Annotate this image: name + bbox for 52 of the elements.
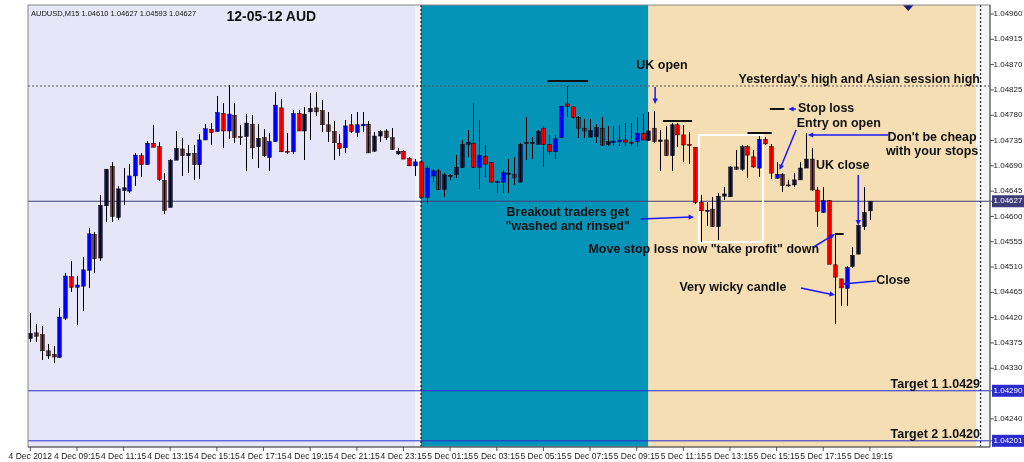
candlestick: [769, 143, 774, 181]
x-tick-label: 5 Dec 11:15: [660, 451, 707, 461]
chart-title: 12-05-12 AUD: [226, 8, 317, 24]
y-tick-label: 1.04645: [993, 186, 1024, 196]
y-tick-label: 1.04627: [993, 196, 1024, 206]
x-tick-label: 4 Dec 13:15: [147, 451, 194, 461]
y-tick-label: 1.04960: [993, 9, 1024, 19]
y-tick-label: 1.04465: [993, 287, 1024, 297]
x-tick-label: 4 Dec 2012: [8, 451, 53, 461]
y-tick-label: 1.04510: [993, 262, 1024, 272]
y-tick-label: 1.04780: [993, 110, 1024, 120]
y-tick-label: 1.04735: [993, 135, 1024, 145]
x-tick-label: 5 Dec 19:15: [846, 451, 894, 461]
y-tick-label: 1.04600: [993, 211, 1024, 221]
y-tick-label: 1.04870: [993, 59, 1024, 69]
x-tick-label: 4 Dec 23:15: [380, 451, 427, 461]
y-tick-label: 1.04915: [993, 34, 1024, 44]
x-tick-label: 5 Dec 07:15: [567, 451, 614, 461]
x-tick-label: 5 Dec 05:15: [520, 451, 567, 461]
ref-line-label: Target 1 1.0429: [890, 376, 981, 391]
annotation: UK close: [815, 158, 870, 173]
annotation: Very wicky candle: [679, 280, 787, 295]
annotation: Stop loss: [798, 101, 855, 116]
y-tick-label: 1.04201: [993, 435, 1024, 445]
x-tick-label: 5 Dec 17:15: [800, 451, 847, 461]
annotation: Breakout traders get "washed and rinsed": [505, 205, 630, 234]
x-tick-label: 4 Dec 21:15: [333, 451, 381, 461]
y-tick-label: 1.04690: [993, 160, 1024, 170]
y-tick-label: 1.04375: [993, 338, 1024, 348]
x-tick-label: 5 Dec 09:15: [613, 451, 660, 461]
y-tick-label: 1.04330: [993, 363, 1024, 373]
x-tick-label: 4 Dec 11:15: [101, 451, 147, 461]
x-tick-label: 4 Dec 19:15: [287, 451, 334, 461]
x-tick-label: 5 Dec 15:15: [753, 451, 800, 461]
annotation: Entry on open: [796, 116, 881, 131]
annotation: Close: [876, 273, 911, 288]
x-tick-label: 5 Dec 01:15: [427, 451, 474, 461]
y-tick-label: 1.04420: [993, 312, 1024, 322]
y-tick-label: 1.04290: [993, 385, 1024, 395]
candlestick: [868, 200, 873, 222]
x-tick-label: 4 Dec 17:15: [240, 451, 287, 461]
y-tick-label: 1.04240: [993, 413, 1024, 423]
annotation: Don't be cheap with your stops: [884, 130, 979, 159]
x-tick-label: 5 Dec 13:15: [707, 451, 754, 461]
ref-line-label: Yesterday's high and Asian session high: [738, 71, 980, 86]
x-tick-label: 5 Dec 03:15: [473, 451, 520, 461]
y-tick-label: 1.04555: [993, 236, 1024, 246]
x-tick-label: 4 Dec 09:15: [54, 451, 101, 461]
ref-line-label: Target 2 1.0420: [890, 426, 981, 441]
candlestick: [850, 246, 855, 269]
y-tick-label: 1.04825: [993, 85, 1024, 95]
x-tick-label: 4 Dec 15:15: [193, 451, 241, 461]
